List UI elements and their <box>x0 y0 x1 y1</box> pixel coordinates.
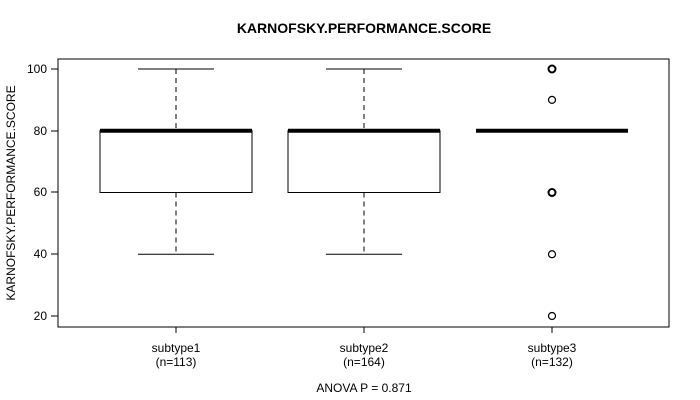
y-tick-label-80: 80 <box>34 124 48 138</box>
y-tick-label-100: 100 <box>27 62 47 76</box>
y-axis-label: KARNOFSKY.PERFORMANCE.SCORE <box>4 85 18 300</box>
outlier-point <box>547 250 557 259</box>
chart-title: KARNOFSKY.PERFORMANCE.SCORE <box>237 20 491 36</box>
outlier-point <box>547 188 557 197</box>
outlier-point <box>547 95 557 104</box>
x-label-subtype1: subtype1 <box>152 341 201 355</box>
outlier-point <box>547 64 557 74</box>
iqr-box <box>99 130 253 193</box>
x-label-subtype2-n: (n=164) <box>343 355 385 369</box>
x-label-subtype2: subtype2 <box>340 341 389 355</box>
boxplot-series <box>99 64 628 321</box>
y-tick-label-40: 40 <box>34 247 48 261</box>
outlier-point <box>547 311 557 321</box>
y-tick-label-60: 60 <box>34 185 48 199</box>
y-axis: 100 80 60 40 20 <box>27 62 58 323</box>
anova-annotation: ANOVA P = 0.871 <box>316 381 412 395</box>
x-label-subtype1-n: (n=113) <box>156 355 197 369</box>
y-tick-label-20: 20 <box>34 309 48 323</box>
x-axis: subtype1 (n=113) subtype2 (n=164) subtyp… <box>152 327 577 369</box>
iqr-box <box>287 130 441 193</box>
x-label-subtype3: subtype3 <box>528 341 577 355</box>
x-label-subtype3-n: (n=132) <box>531 355 573 369</box>
